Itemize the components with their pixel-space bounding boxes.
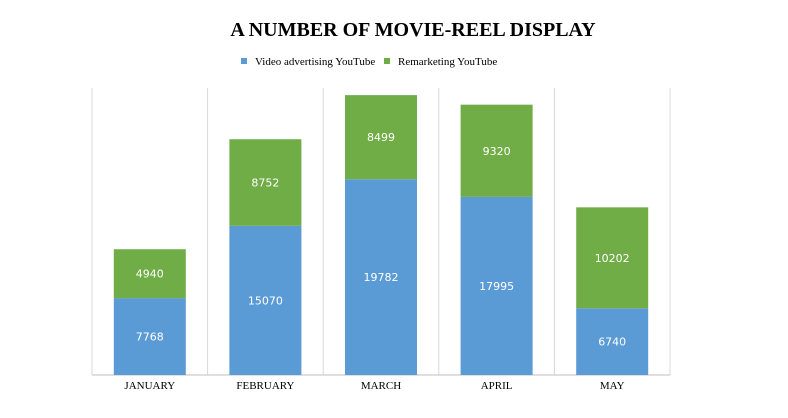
bar-video-advertising-may — [576, 308, 649, 375]
data-label-remarketing-march: 8499 — [367, 131, 395, 144]
chart-title: A NUMBER OF MOVIE-REEL DISPLAY — [230, 19, 596, 41]
legend: Video advertising YouTube Remarketing Yo… — [241, 56, 497, 68]
legend-label-video-advertising: Video advertising YouTube — [255, 56, 375, 68]
bar-video-advertising-april — [460, 196, 533, 375]
bar-remarketing-february — [229, 139, 302, 226]
data-label-video-advertising-january: 7768 — [136, 331, 164, 344]
bar-remarketing-march — [345, 95, 417, 180]
plot-area: 7768 4940 JANUARY 15070 8752 FEBRUARY 19782 849… — [91, 88, 671, 392]
x-tick-label-february: FEBRUARY — [236, 380, 294, 392]
legend-label-remarketing: Remarketing YouTube — [398, 56, 497, 68]
bar-remarketing-april — [460, 104, 533, 197]
data-label-video-advertising-may: 6740 — [598, 336, 626, 349]
x-tick-label-april: APRIL — [481, 380, 513, 392]
bar-remarketing-january — [113, 249, 186, 299]
bar-video-advertising-january — [113, 298, 186, 375]
data-label-remarketing-february: 8752 — [251, 177, 279, 190]
bar-video-advertising-february — [229, 225, 302, 375]
legend-swatch-remarketing — [384, 58, 390, 64]
x-tick-label-may: MAY — [600, 380, 625, 392]
data-label-video-advertising-april: 17995 — [479, 280, 514, 293]
x-tick-label-march: MARCH — [361, 380, 401, 392]
data-label-video-advertising-march: 19782 — [364, 271, 399, 284]
data-label-remarketing-january: 4940 — [136, 268, 164, 281]
data-label-video-advertising-february: 15070 — [248, 294, 283, 307]
data-label-remarketing-april: 9320 — [483, 145, 511, 158]
x-tick-label-january: JANUARY — [124, 380, 175, 392]
bar-video-advertising-march — [345, 179, 417, 375]
legend-swatch-video-advertising — [241, 58, 247, 64]
bar-remarketing-may — [576, 207, 649, 309]
data-label-remarketing-may: 10202 — [595, 252, 630, 265]
